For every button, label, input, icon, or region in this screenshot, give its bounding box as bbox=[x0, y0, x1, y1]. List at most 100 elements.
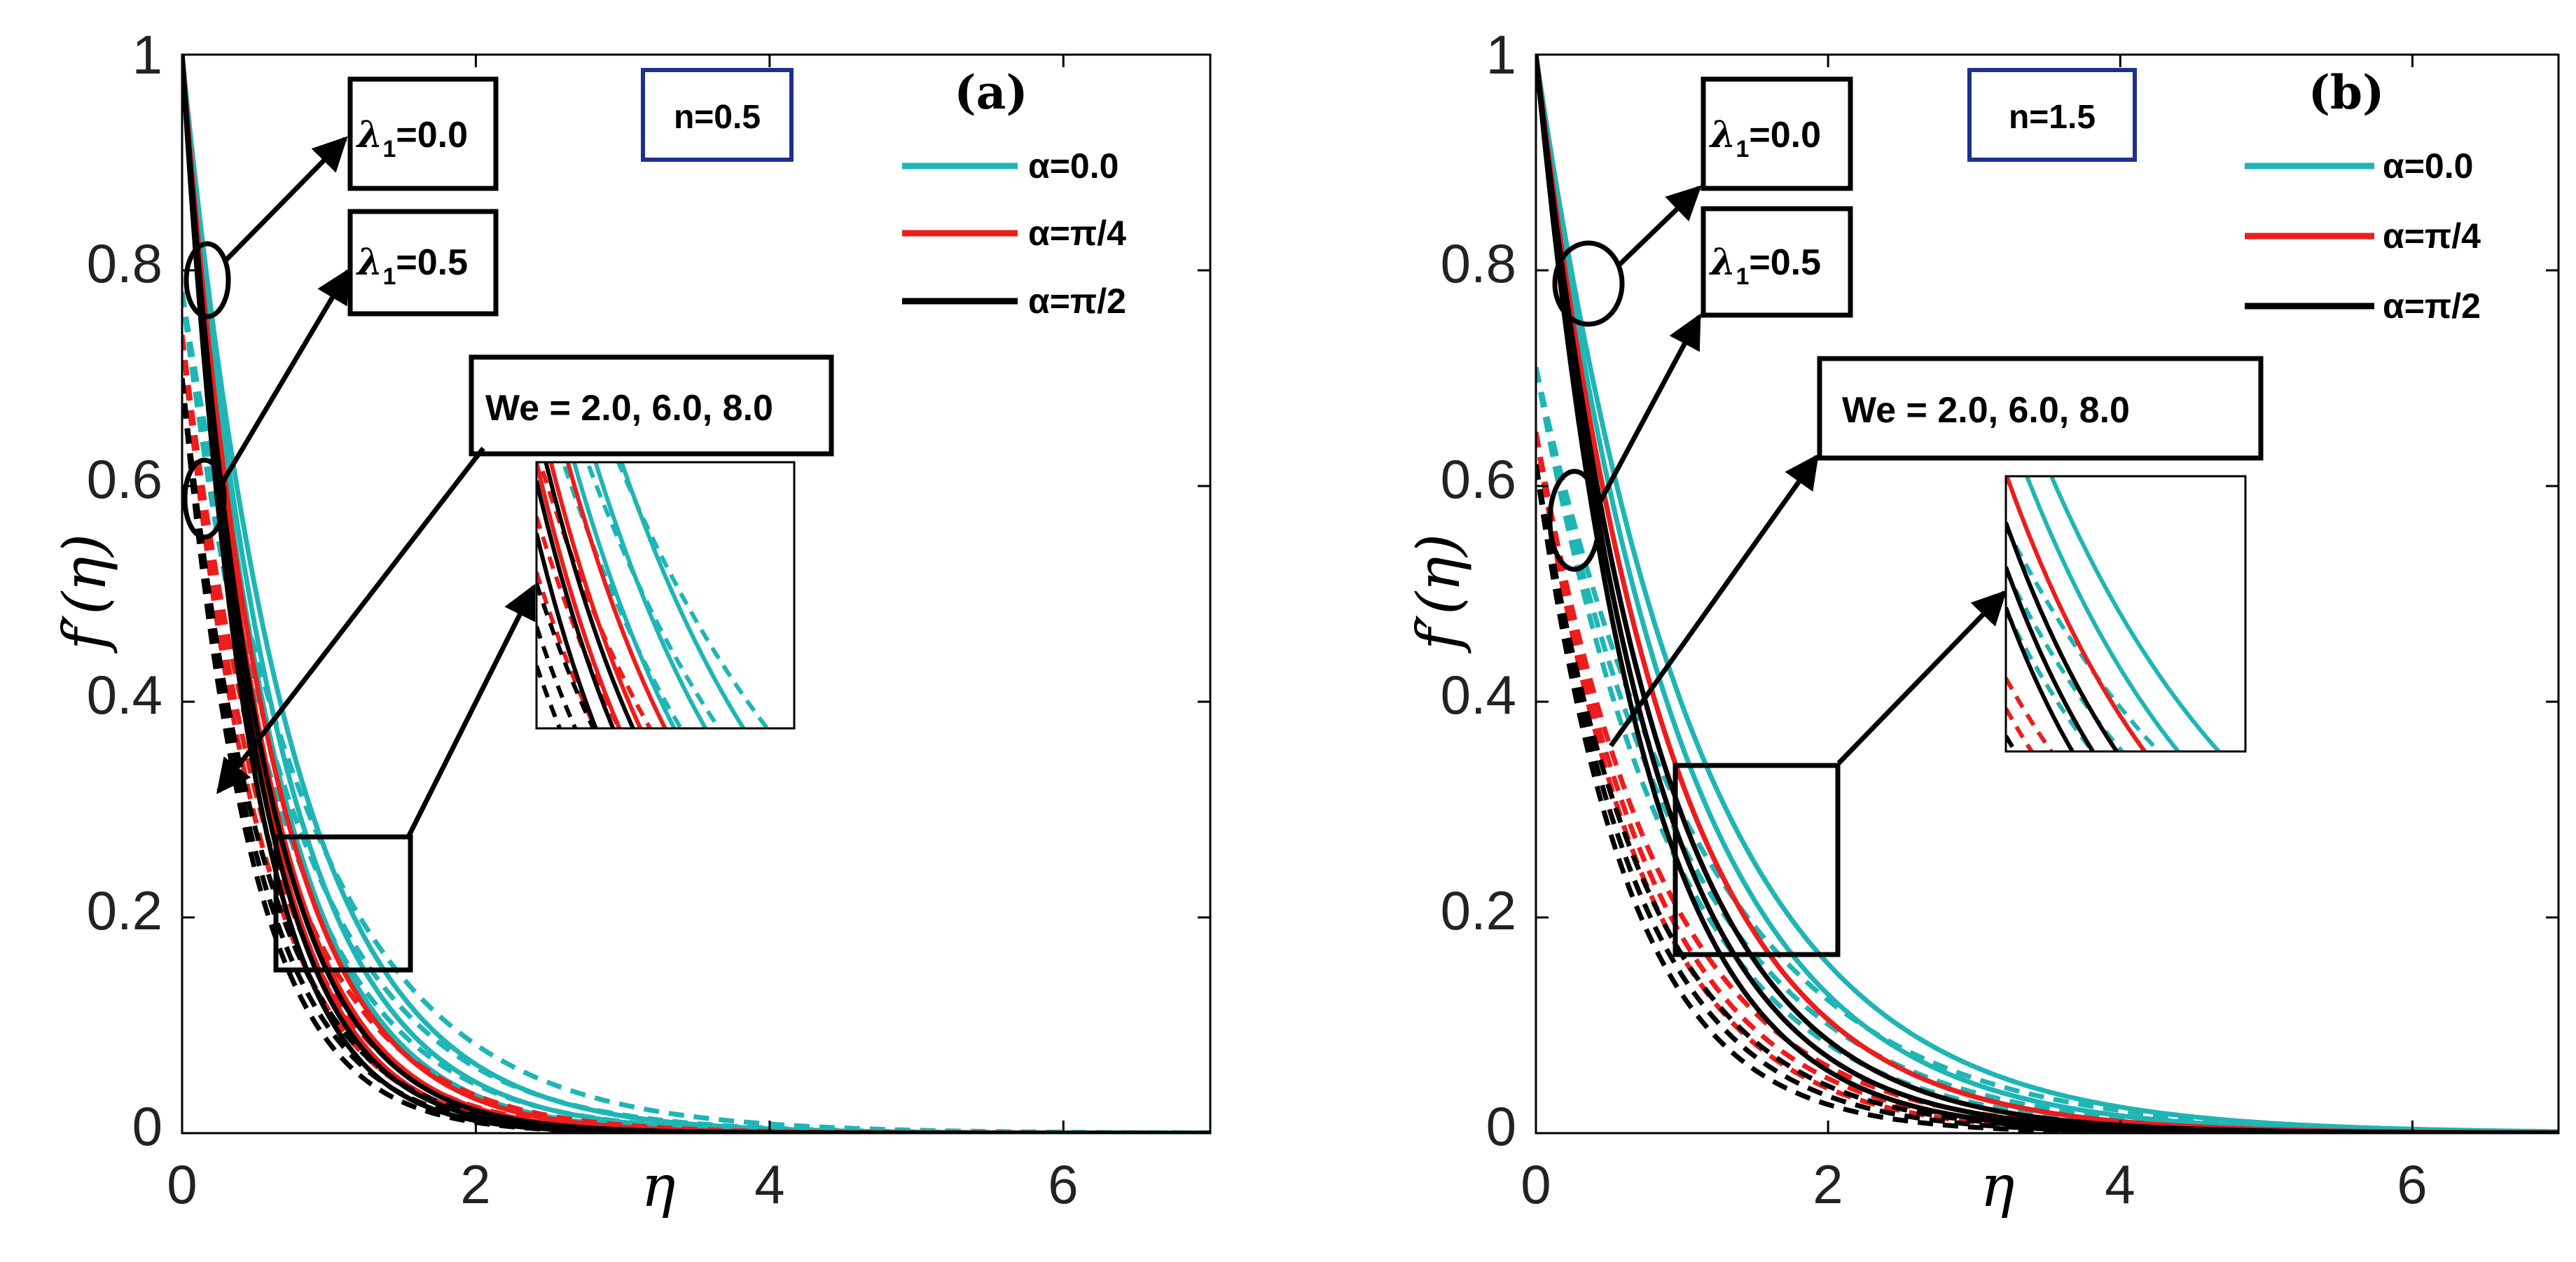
panel-a-y-tick-label: 0.6 bbox=[87, 448, 162, 510]
panel-a-y-axis-label: f′(η) bbox=[50, 534, 119, 654]
panel-a-arrow-lambda05 bbox=[219, 268, 351, 485]
panel-a-ellipse-lambda0 bbox=[183, 241, 231, 319]
panel-a-y-tick-label: 0 bbox=[132, 1095, 162, 1157]
panel-a-parameter-box bbox=[641, 68, 794, 162]
panel-a-y-tick-label: 0.2 bbox=[87, 880, 162, 941]
panel-a-inset bbox=[535, 461, 796, 730]
panel-a-legend-label: α=π/2 bbox=[1028, 282, 1126, 321]
panel-a-axes-frame bbox=[181, 53, 1212, 1135]
panel-b-lambda0-box bbox=[1701, 76, 1853, 191]
panel-b-x-tick-label: 4 bbox=[2105, 1153, 2135, 1215]
panel-b-y-tick-label: 1 bbox=[1486, 24, 1516, 85]
panel-b: 0 0.2 0.4 0.6 0.8 1 0 2 4 6 η f′(η) (b) … bbox=[1404, 24, 2560, 1220]
panel-a-inset-series-line bbox=[537, 462, 653, 728]
panel-b-inset-curves bbox=[2006, 476, 2222, 751]
panel-b-series-line bbox=[1536, 366, 2558, 1133]
panel-b-parameter-box bbox=[1967, 68, 2137, 162]
panel-b-inset-series-line bbox=[2049, 476, 2222, 751]
panel-a-x-tick-label: 6 bbox=[1048, 1153, 1078, 1215]
panel-a-parameter-text: n=0.5 bbox=[674, 99, 761, 136]
panel-b-inset-series-line bbox=[2006, 522, 2119, 751]
panel-b-series-line bbox=[1536, 464, 2558, 1133]
panel-a-x-tick-label: 0 bbox=[167, 1153, 197, 1215]
panel-b-x-axis-label: η bbox=[1980, 1153, 2014, 1220]
panel-a-lambda0-label: λ1=0.0 bbox=[356, 113, 468, 162]
panel-a-inset-series-line bbox=[536, 515, 622, 728]
panel-a-x-axis-label: η bbox=[641, 1153, 675, 1220]
panel-b-zoom-region bbox=[1673, 763, 1841, 957]
panel-b-y-axis-label: f′(η) bbox=[1404, 534, 1473, 654]
panel-a-lambda0-box bbox=[347, 76, 499, 191]
panel-a-y-tick-label: 1 bbox=[132, 24, 162, 85]
panel-a-label: (a) bbox=[954, 65, 1027, 120]
panel-b-lambda05-label: λ1=0.5 bbox=[1709, 241, 1821, 290]
panel-b-y-tick-label: 0.8 bbox=[1441, 233, 1516, 294]
panel-b-arrow-we bbox=[1609, 454, 1819, 748]
panel-b-we-label: We = 2.0, 6.0, 8.0 bbox=[1842, 390, 2130, 431]
panel-b-lambda05-box bbox=[1701, 206, 1853, 318]
panel-a-inset-series-line bbox=[543, 462, 636, 728]
panel-b-arrow-lambda05 bbox=[1594, 313, 1702, 509]
panel-a-legend-label: α=0.0 bbox=[1028, 146, 1119, 186]
panel-a-inset-series-line bbox=[536, 625, 578, 728]
panel-b-inset-series-line bbox=[2006, 707, 2035, 751]
panel-b-axes-frame bbox=[1535, 53, 2560, 1135]
panel-a-we-label: We = 2.0, 6.0, 8.0 bbox=[485, 388, 773, 429]
panel-b-parameter-text: n=1.5 bbox=[2009, 99, 2096, 136]
panel-a-inset-series-line bbox=[536, 532, 598, 728]
panel-b-inset-series-line bbox=[2006, 476, 2147, 751]
panel-a-ellipse-lambda05 bbox=[182, 457, 227, 540]
panel-a-y-tick-label: 0.4 bbox=[87, 664, 162, 726]
panel-b-series-line bbox=[1536, 464, 2558, 1133]
panel-a-x-tick-label: 2 bbox=[460, 1153, 490, 1215]
panel-a-we-box bbox=[469, 354, 834, 457]
panel-b-inset bbox=[2004, 475, 2247, 753]
panel-b-label: (b) bbox=[2308, 65, 2385, 120]
panel-b-legend-label: α=π/2 bbox=[2383, 286, 2481, 326]
panel-b-inset-frame bbox=[2004, 475, 2247, 753]
panel-b-arrow-zoom bbox=[1836, 590, 2007, 765]
panel-b-lambda0-label: λ1=0.0 bbox=[1709, 113, 1821, 162]
panel-b-y-tick-label: 0.6 bbox=[1441, 448, 1516, 510]
panel-a-lambda05-box bbox=[347, 209, 499, 317]
panel-a-legend: α=0.0 α=π/4 α=π/2 bbox=[902, 146, 1126, 321]
panel-b-ticks bbox=[1535, 53, 2558, 1135]
panel-b-inset-series-line bbox=[2006, 735, 2018, 751]
panel-a-x-tick-label: 4 bbox=[754, 1153, 784, 1215]
panel-a-inset-curves bbox=[536, 462, 770, 728]
panel-a-lambda05-label: λ1=0.5 bbox=[356, 241, 468, 290]
panel-b-inset-series-line bbox=[2006, 606, 2075, 751]
panel-b-inset-series-line bbox=[2006, 525, 2162, 751]
panel-b-x-tick-label: 6 bbox=[2397, 1153, 2427, 1215]
panel-b-legend: α=0.0 α=π/4 α=π/2 bbox=[2245, 146, 2481, 326]
panel-b-y-tick-label: 0 bbox=[1486, 1095, 1516, 1157]
panel-b-inset-series-line bbox=[2006, 569, 2125, 751]
panel-a-inset-series-line bbox=[593, 462, 708, 728]
panel-a-inset-series-line bbox=[536, 480, 616, 728]
panel-a-inset-series-line bbox=[616, 462, 770, 728]
panel-a-inset-series-line bbox=[565, 462, 668, 728]
panel-b-y-tick-label: 0.2 bbox=[1441, 880, 1516, 941]
panel-a-zoom-region bbox=[273, 834, 413, 973]
panel-a-arrow-zoom bbox=[406, 583, 536, 838]
panel-b-inset-series-line bbox=[2024, 476, 2181, 751]
panel-a-y-tick-label: 0.8 bbox=[87, 233, 162, 294]
panel-a-legend-label: α=π/4 bbox=[1028, 214, 1126, 253]
panel-a-inset-frame bbox=[535, 461, 796, 730]
panel-a-inset-series-line bbox=[548, 462, 643, 728]
panel-b-x-tick-label: 0 bbox=[1521, 1153, 1551, 1215]
panel-b-ellipse-lambda05 bbox=[1547, 469, 1602, 572]
panel-a-inset-series-line bbox=[536, 665, 562, 728]
panel-a-inset-series-line bbox=[536, 582, 596, 728]
panel-a: 0 0.2 0.4 0.6 0.8 1 0 2 4 6 η f′(η) (a) … bbox=[50, 24, 1212, 1220]
panel-b-ellipse-lambda0 bbox=[1552, 240, 1625, 327]
panel-a-inset-series-line bbox=[619, 462, 747, 728]
panel-a-inset-series-line bbox=[572, 462, 677, 728]
panel-b-we-box bbox=[1817, 356, 2264, 461]
panel-b-y-tick-label: 0.4 bbox=[1441, 664, 1516, 726]
panel-a-series-line bbox=[182, 291, 1210, 1133]
panel-b-x-tick-label: 2 bbox=[1813, 1153, 1843, 1215]
panel-a-arrow-we bbox=[216, 446, 485, 794]
panel-b-legend-label: α=π/4 bbox=[2383, 216, 2481, 256]
